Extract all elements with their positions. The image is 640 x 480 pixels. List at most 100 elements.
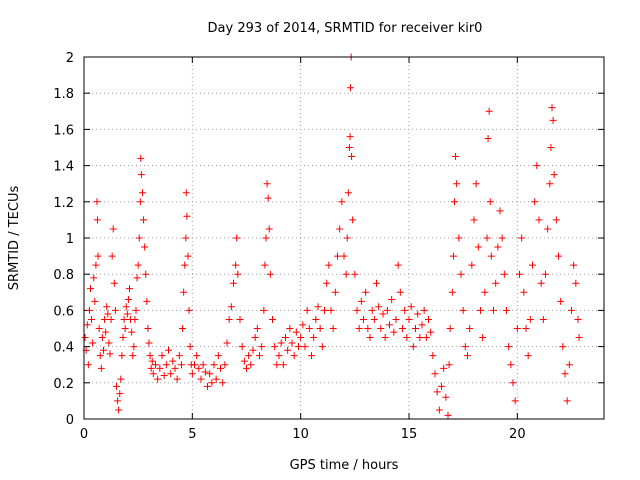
data-point	[348, 153, 356, 161]
data-point	[260, 306, 268, 314]
data-point	[457, 270, 465, 278]
data-point	[507, 361, 515, 369]
data-point	[498, 234, 506, 242]
data-point	[479, 334, 487, 342]
data-point	[197, 375, 205, 383]
data-point	[310, 334, 318, 342]
data-point	[416, 334, 424, 342]
data-point	[141, 243, 149, 251]
data-point	[422, 334, 430, 342]
data-point	[181, 261, 189, 269]
data-point	[490, 306, 497, 314]
data-point	[102, 328, 110, 336]
data-point	[549, 116, 557, 124]
data-point	[327, 306, 335, 314]
data-point	[351, 270, 359, 278]
data-point	[496, 207, 504, 215]
data-point	[366, 334, 374, 342]
data-point	[539, 315, 547, 323]
data-point	[129, 352, 137, 360]
data-point	[477, 306, 484, 314]
data-point	[208, 379, 216, 387]
data-point	[191, 361, 198, 369]
data-point	[123, 310, 131, 318]
plot-frame	[83, 56, 605, 420]
data-point	[459, 306, 467, 314]
data-point	[470, 216, 478, 224]
data-point	[134, 261, 142, 269]
data-point	[258, 343, 266, 351]
data-point	[453, 180, 461, 188]
data-point	[182, 189, 190, 197]
x-tick-labels: 0 5 10 15 20	[80, 427, 526, 442]
data-point	[343, 234, 351, 242]
data-point	[221, 361, 229, 369]
data-point	[230, 279, 237, 287]
data-point	[438, 382, 445, 390]
data-point	[529, 261, 536, 269]
data-point	[104, 310, 112, 318]
data-point	[158, 352, 166, 360]
data-point	[240, 357, 248, 365]
data-point	[232, 261, 240, 269]
x-axis-label: GPS time / hours	[290, 458, 399, 473]
data-point	[136, 198, 144, 206]
data-point	[91, 297, 99, 305]
data-point	[466, 325, 474, 332]
data-point	[425, 315, 432, 323]
data-point	[418, 321, 426, 329]
data-point	[396, 288, 404, 296]
data-point	[175, 352, 183, 360]
data-point	[262, 234, 270, 242]
data-point	[84, 361, 92, 369]
data-point	[89, 339, 97, 347]
data-point	[173, 375, 181, 383]
data-point	[167, 370, 175, 378]
data-point	[342, 270, 350, 278]
data-point	[111, 306, 119, 314]
data-point	[124, 296, 132, 304]
data-point	[518, 234, 526, 242]
y-tick-label: 2	[66, 51, 74, 66]
data-point	[279, 361, 287, 369]
data-point	[171, 364, 179, 372]
data-point	[377, 325, 385, 332]
data-point	[243, 364, 250, 372]
data-point	[162, 361, 170, 369]
data-point	[165, 346, 172, 354]
data-point	[195, 364, 203, 372]
data-point	[249, 346, 257, 354]
data-point	[275, 352, 283, 360]
data-point	[116, 390, 124, 398]
data-point	[575, 334, 583, 342]
data-point	[97, 364, 105, 372]
data-point	[186, 343, 194, 351]
data-point	[360, 315, 367, 323]
x-tick-label: 0	[80, 427, 88, 442]
data-point	[572, 279, 580, 287]
data-point	[180, 288, 188, 296]
data-point	[137, 171, 145, 179]
data-point	[544, 225, 552, 233]
data-point	[277, 339, 285, 347]
data-point	[323, 279, 331, 287]
data-point	[336, 225, 344, 233]
data-point	[266, 270, 274, 278]
data-point	[261, 261, 269, 269]
data-point	[148, 357, 156, 365]
data-point	[433, 388, 441, 396]
x-tick-label: 10	[292, 427, 309, 442]
data-point	[193, 352, 201, 360]
data-point	[303, 306, 311, 314]
data-point	[435, 406, 443, 414]
data-point	[446, 325, 454, 332]
data-point	[345, 144, 353, 151]
data-point	[81, 334, 89, 342]
data-point	[394, 261, 402, 269]
data-point	[325, 261, 333, 269]
data-point	[561, 370, 569, 378]
data-point	[445, 361, 453, 369]
data-point	[362, 288, 370, 296]
data-point	[449, 252, 457, 260]
data-point	[485, 107, 493, 115]
